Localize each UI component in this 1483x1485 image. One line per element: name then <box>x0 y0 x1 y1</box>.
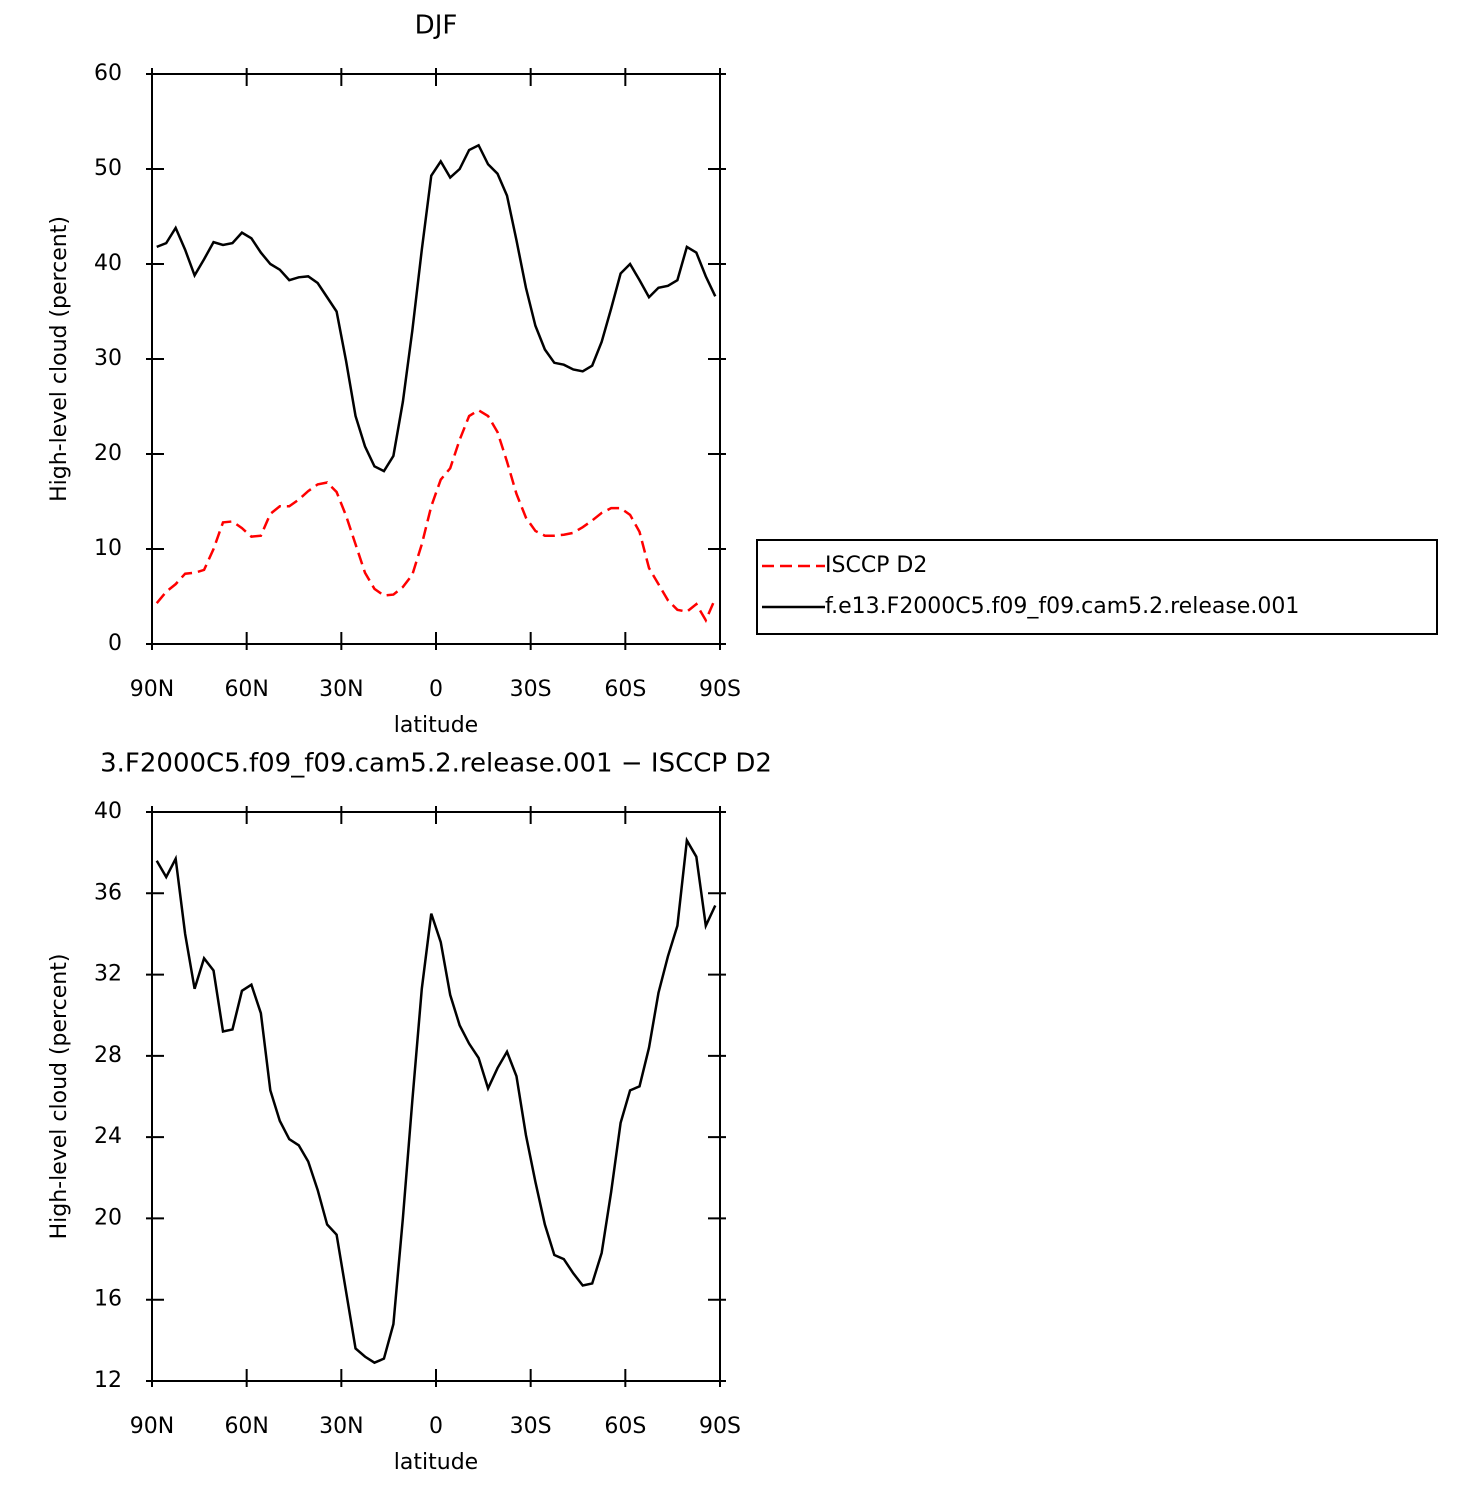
legend-label: ISCCP D2 <box>825 553 927 578</box>
y-tick-label: 0 <box>108 631 122 656</box>
x-tick-label: 90N <box>130 1414 174 1439</box>
data-line <box>156 143 717 473</box>
y-tick-label: 20 <box>94 1205 122 1230</box>
legend-box <box>756 539 1438 635</box>
x-axis-label: latitude <box>394 713 478 738</box>
y-tick-label: 40 <box>94 799 122 824</box>
x-tick-label: 30N <box>319 677 363 702</box>
y-tick-label: 40 <box>94 251 122 276</box>
x-tick-label: 60S <box>604 1414 646 1439</box>
chart-title: 3.F2000C5.f09_f09.cam5.2.release.001 − I… <box>100 749 772 779</box>
y-tick-label: 36 <box>94 880 122 905</box>
x-axis-label: latitude <box>394 1450 478 1475</box>
y-tick-label: 20 <box>94 441 122 466</box>
x-tick-label: 30S <box>510 677 552 702</box>
x-tick-label: 0 <box>429 677 443 702</box>
y-axis-label: High-level cloud (percent) <box>47 216 72 502</box>
x-tick-label: 0 <box>429 1414 443 1439</box>
x-tick-label: 30N <box>319 1414 363 1439</box>
plot-frame <box>151 811 721 1382</box>
y-tick-label: 60 <box>94 61 122 86</box>
x-tick-label: 90S <box>699 1414 741 1439</box>
chart-title: DJF <box>415 11 458 41</box>
y-tick-label: 32 <box>94 962 122 987</box>
y-axis-label: High-level cloud (percent) <box>47 954 72 1240</box>
y-tick-label: 28 <box>94 1043 122 1068</box>
data-line <box>155 408 717 624</box>
y-tick-label: 12 <box>94 1368 122 1393</box>
x-tick-label: 60N <box>224 1414 268 1439</box>
y-tick-label: 50 <box>94 156 122 181</box>
x-tick-label: 90N <box>130 677 174 702</box>
x-tick-label: 30S <box>510 1414 552 1439</box>
legend-label: f.e13.F2000C5.f09_f09.cam5.2.release.001 <box>825 594 1299 619</box>
x-tick-label: 90S <box>699 677 741 702</box>
plot-frame <box>151 73 721 645</box>
y-tick-label: 30 <box>94 346 122 371</box>
data-line <box>155 836 717 1365</box>
x-tick-label: 60N <box>224 677 268 702</box>
y-tick-label: 24 <box>94 1124 122 1149</box>
x-tick-label: 60S <box>604 677 646 702</box>
y-tick-label: 10 <box>94 536 122 561</box>
y-tick-label: 16 <box>94 1287 122 1312</box>
